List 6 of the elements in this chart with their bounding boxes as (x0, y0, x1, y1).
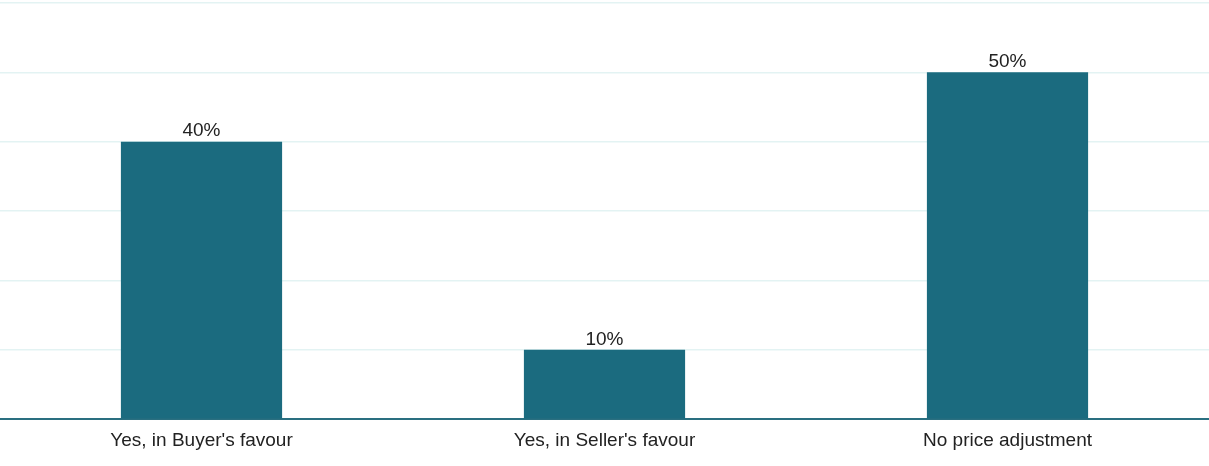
data-label: 10% (585, 327, 624, 349)
data-label: 50% (988, 50, 1027, 72)
data-label: 40% (182, 119, 221, 141)
x-tick-label: Yes, in Seller's favour (513, 428, 696, 450)
x-tick-label: No price adjustment (923, 428, 1093, 450)
x-tick-label: Yes, in Buyer's favour (110, 428, 294, 450)
